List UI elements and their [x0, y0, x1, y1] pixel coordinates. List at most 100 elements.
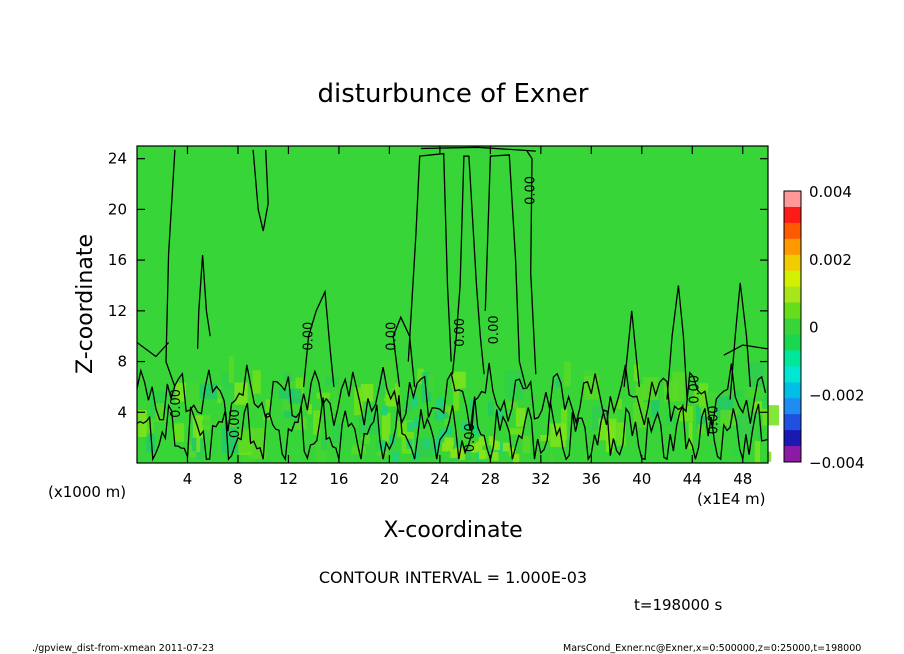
field-patch	[492, 446, 499, 457]
colorbar-tick-label: 0.002	[809, 251, 852, 269]
field-patch	[288, 388, 302, 404]
colorbar-segment	[784, 222, 801, 240]
colorbar-frame	[783, 190, 802, 463]
field-patch	[688, 421, 693, 450]
contour-lines	[136, 146, 769, 462]
field-patch	[471, 443, 478, 453]
field-patch	[295, 377, 304, 399]
field-patch	[202, 419, 218, 426]
x-tick-label: 28	[481, 470, 500, 488]
field-patch	[458, 451, 466, 461]
x-tick-label: 36	[582, 470, 601, 488]
field-patch	[411, 396, 418, 407]
x-scale-label: (x1E4 m)	[697, 490, 766, 508]
field-patch	[325, 376, 339, 385]
contour-label: 0.00	[688, 375, 703, 404]
contour-line	[729, 282, 751, 400]
field-patch	[417, 368, 424, 385]
field-patch	[767, 451, 772, 462]
y-axis-label: Z-coordinate	[73, 234, 98, 374]
field-patch	[762, 405, 780, 426]
field-patch	[316, 438, 327, 463]
field-patch	[446, 406, 452, 417]
chart-title: disturbunce of Exner	[318, 79, 589, 109]
colorbar-segment	[784, 446, 801, 463]
field-patch	[478, 436, 486, 446]
contour-line	[252, 149, 269, 232]
contour-interval-text: CONTOUR INTERVAL = 1.000E-03	[319, 568, 587, 587]
field-patch	[513, 453, 520, 463]
field-patch	[555, 377, 562, 388]
y-tick-label: 8	[117, 353, 127, 371]
field-patch	[354, 387, 364, 416]
field-patch	[733, 390, 744, 397]
field-patch	[550, 423, 566, 448]
contour-line	[196, 254, 211, 349]
contour-line	[136, 395, 769, 462]
x-tick-label: 48	[733, 470, 752, 488]
field-patch	[693, 389, 699, 404]
plot-frame	[136, 145, 769, 464]
contour-label: 0.00	[385, 322, 400, 351]
field-patch	[446, 442, 453, 452]
field-patch	[278, 389, 294, 399]
field-patch	[488, 401, 494, 417]
field-patch	[615, 399, 622, 410]
colorbar-tick-label: 0	[809, 319, 819, 337]
contour-line	[136, 362, 767, 432]
y-tick-label: 12	[108, 302, 127, 320]
contour-line	[451, 155, 485, 375]
field-patch	[234, 382, 249, 405]
contour-line	[407, 152, 452, 362]
field-patch	[549, 453, 555, 463]
field-patch	[705, 392, 718, 418]
colorbar-segment	[784, 318, 801, 335]
field-patch	[380, 440, 387, 451]
time-text: t=198000 s	[634, 596, 722, 614]
contour-labels: 0.00 0.00 0.00 0.00 0.00 0.00 0.00 0.00 0.00 0.00	[169, 176, 722, 452]
field-patch	[509, 447, 516, 457]
colorbar-segment	[784, 414, 801, 431]
field-patch	[307, 404, 312, 415]
contour-line	[723, 344, 769, 356]
y-tick-label: 20	[108, 200, 127, 218]
field-patch	[199, 383, 218, 399]
field-patch	[252, 370, 261, 394]
contour-line	[392, 315, 416, 387]
field-patch	[392, 451, 399, 463]
field-patch	[598, 418, 617, 441]
field-patch	[748, 361, 765, 387]
field-patch	[564, 361, 571, 387]
x-tick-label: 16	[329, 470, 348, 488]
contour-label: 0.00	[707, 405, 722, 434]
x-tick-label: 4	[183, 470, 193, 488]
x-tick-label: 40	[632, 470, 651, 488]
field-patch	[438, 429, 445, 440]
field-patch	[172, 423, 185, 442]
field-patch	[469, 399, 476, 410]
colorbar-tick-label: −0.002	[809, 386, 865, 404]
x-tick-label: 12	[279, 470, 298, 488]
colorbar-segment	[784, 350, 801, 367]
field-patch	[605, 398, 618, 420]
colorbar-tick-label: −0.004	[809, 454, 865, 472]
field-patch	[196, 427, 201, 452]
field-patch	[361, 401, 376, 430]
field-patch	[633, 364, 640, 382]
colorbar-segment	[784, 398, 801, 415]
field-patch	[475, 441, 483, 451]
field-patch	[496, 409, 504, 420]
field-patch	[407, 421, 414, 432]
colorbar-ticks: 0.004 0.002 0 −0.002 −0.004	[809, 183, 865, 472]
field-patch	[378, 371, 386, 398]
field-patch	[509, 428, 523, 435]
field-patch	[515, 407, 526, 427]
field-patch	[450, 449, 457, 459]
x-axis-ticks: 4 8 12 16 20 24 28 32 36 40 44 48	[183, 146, 752, 488]
field-patch	[265, 399, 272, 412]
contour-line	[136, 341, 170, 358]
field-patch	[461, 451, 472, 461]
field-patch	[651, 390, 660, 417]
field-patch	[186, 382, 203, 414]
